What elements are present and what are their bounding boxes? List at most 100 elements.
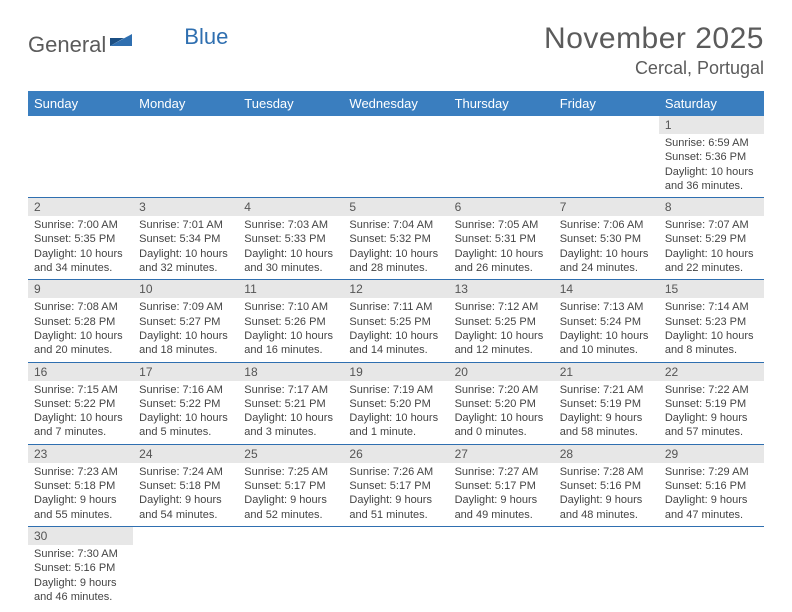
day-number: 22 xyxy=(659,363,764,381)
day-number: 23 xyxy=(28,445,133,463)
day-details: Sunrise: 7:11 AMSunset: 5:25 PMDaylight:… xyxy=(343,298,448,361)
day-number: 13 xyxy=(449,280,554,298)
day-details: Sunrise: 7:20 AMSunset: 5:20 PMDaylight:… xyxy=(449,381,554,444)
day-number: 19 xyxy=(343,363,448,381)
day-details: Sunrise: 7:23 AMSunset: 5:18 PMDaylight:… xyxy=(28,463,133,526)
day-number: 30 xyxy=(28,527,133,545)
day-number: 27 xyxy=(449,445,554,463)
calendar-cell: 25Sunrise: 7:25 AMSunset: 5:17 PMDayligh… xyxy=(238,444,343,526)
day-number: 5 xyxy=(343,198,448,216)
calendar-cell xyxy=(133,116,238,198)
calendar-cell: 14Sunrise: 7:13 AMSunset: 5:24 PMDayligh… xyxy=(554,280,659,362)
day-number: 9 xyxy=(28,280,133,298)
logo-text-1: General xyxy=(28,32,106,58)
calendar-cell: 11Sunrise: 7:10 AMSunset: 5:26 PMDayligh… xyxy=(238,280,343,362)
day-number: 6 xyxy=(449,198,554,216)
calendar-cell: 8Sunrise: 7:07 AMSunset: 5:29 PMDaylight… xyxy=(659,198,764,280)
calendar-cell xyxy=(28,116,133,198)
calendar-cell: 16Sunrise: 7:15 AMSunset: 5:22 PMDayligh… xyxy=(28,362,133,444)
calendar-row: 23Sunrise: 7:23 AMSunset: 5:18 PMDayligh… xyxy=(28,444,764,526)
day-details: Sunrise: 7:03 AMSunset: 5:33 PMDaylight:… xyxy=(238,216,343,279)
title-block: November 2025 Cercal, Portugal xyxy=(544,22,764,79)
weekday-header: Wednesday xyxy=(343,91,448,116)
day-number: 1 xyxy=(659,116,764,134)
day-number: 29 xyxy=(659,445,764,463)
day-details: Sunrise: 6:59 AMSunset: 5:36 PMDaylight:… xyxy=(659,134,764,197)
calendar-cell: 29Sunrise: 7:29 AMSunset: 5:16 PMDayligh… xyxy=(659,444,764,526)
logo: General Blue xyxy=(28,30,228,60)
header: General Blue November 2025 Cercal, Portu… xyxy=(28,22,764,79)
calendar-cell: 3Sunrise: 7:01 AMSunset: 5:34 PMDaylight… xyxy=(133,198,238,280)
day-number: 18 xyxy=(238,363,343,381)
calendar-cell: 21Sunrise: 7:21 AMSunset: 5:19 PMDayligh… xyxy=(554,362,659,444)
day-number: 7 xyxy=(554,198,659,216)
calendar-cell: 1Sunrise: 6:59 AMSunset: 5:36 PMDaylight… xyxy=(659,116,764,198)
day-details: Sunrise: 7:30 AMSunset: 5:16 PMDaylight:… xyxy=(28,545,133,608)
calendar-cell xyxy=(343,526,448,608)
calendar-cell: 5Sunrise: 7:04 AMSunset: 5:32 PMDaylight… xyxy=(343,198,448,280)
weekday-header: Saturday xyxy=(659,91,764,116)
day-details: Sunrise: 7:12 AMSunset: 5:25 PMDaylight:… xyxy=(449,298,554,361)
day-number: 17 xyxy=(133,363,238,381)
calendar-cell xyxy=(238,526,343,608)
day-details: Sunrise: 7:29 AMSunset: 5:16 PMDaylight:… xyxy=(659,463,764,526)
day-number: 12 xyxy=(343,280,448,298)
calendar-cell xyxy=(449,116,554,198)
calendar-row: 1Sunrise: 6:59 AMSunset: 5:36 PMDaylight… xyxy=(28,116,764,198)
day-details: Sunrise: 7:06 AMSunset: 5:30 PMDaylight:… xyxy=(554,216,659,279)
calendar-cell: 2Sunrise: 7:00 AMSunset: 5:35 PMDaylight… xyxy=(28,198,133,280)
day-details: Sunrise: 7:16 AMSunset: 5:22 PMDaylight:… xyxy=(133,381,238,444)
calendar-row: 9Sunrise: 7:08 AMSunset: 5:28 PMDaylight… xyxy=(28,280,764,362)
day-number: 2 xyxy=(28,198,133,216)
day-number: 15 xyxy=(659,280,764,298)
weekday-header: Tuesday xyxy=(238,91,343,116)
day-number: 21 xyxy=(554,363,659,381)
day-details: Sunrise: 7:25 AMSunset: 5:17 PMDaylight:… xyxy=(238,463,343,526)
calendar-cell xyxy=(659,526,764,608)
day-details: Sunrise: 7:19 AMSunset: 5:20 PMDaylight:… xyxy=(343,381,448,444)
calendar-cell: 23Sunrise: 7:23 AMSunset: 5:18 PMDayligh… xyxy=(28,444,133,526)
day-details: Sunrise: 7:07 AMSunset: 5:29 PMDaylight:… xyxy=(659,216,764,279)
flag-icon xyxy=(110,30,136,56)
calendar-cell xyxy=(238,116,343,198)
day-details: Sunrise: 7:14 AMSunset: 5:23 PMDaylight:… xyxy=(659,298,764,361)
day-details: Sunrise: 7:08 AMSunset: 5:28 PMDaylight:… xyxy=(28,298,133,361)
calendar-cell: 28Sunrise: 7:28 AMSunset: 5:16 PMDayligh… xyxy=(554,444,659,526)
day-details: Sunrise: 7:09 AMSunset: 5:27 PMDaylight:… xyxy=(133,298,238,361)
day-number: 4 xyxy=(238,198,343,216)
calendar-row: 16Sunrise: 7:15 AMSunset: 5:22 PMDayligh… xyxy=(28,362,764,444)
day-number: 16 xyxy=(28,363,133,381)
day-number: 3 xyxy=(133,198,238,216)
day-number: 11 xyxy=(238,280,343,298)
calendar-cell: 27Sunrise: 7:27 AMSunset: 5:17 PMDayligh… xyxy=(449,444,554,526)
day-details: Sunrise: 7:22 AMSunset: 5:19 PMDaylight:… xyxy=(659,381,764,444)
calendar-cell: 22Sunrise: 7:22 AMSunset: 5:19 PMDayligh… xyxy=(659,362,764,444)
weekday-header: Monday xyxy=(133,91,238,116)
location: Cercal, Portugal xyxy=(544,58,764,79)
day-details: Sunrise: 7:10 AMSunset: 5:26 PMDaylight:… xyxy=(238,298,343,361)
calendar-table: Sunday Monday Tuesday Wednesday Thursday… xyxy=(28,91,764,608)
day-number: 24 xyxy=(133,445,238,463)
day-number: 10 xyxy=(133,280,238,298)
day-details: Sunrise: 7:13 AMSunset: 5:24 PMDaylight:… xyxy=(554,298,659,361)
calendar-cell: 9Sunrise: 7:08 AMSunset: 5:28 PMDaylight… xyxy=(28,280,133,362)
calendar-cell: 7Sunrise: 7:06 AMSunset: 5:30 PMDaylight… xyxy=(554,198,659,280)
day-details: Sunrise: 7:24 AMSunset: 5:18 PMDaylight:… xyxy=(133,463,238,526)
weekday-header: Sunday xyxy=(28,91,133,116)
weekday-header: Friday xyxy=(554,91,659,116)
calendar-cell: 19Sunrise: 7:19 AMSunset: 5:20 PMDayligh… xyxy=(343,362,448,444)
weekday-header-row: Sunday Monday Tuesday Wednesday Thursday… xyxy=(28,91,764,116)
day-number: 14 xyxy=(554,280,659,298)
day-details: Sunrise: 7:28 AMSunset: 5:16 PMDaylight:… xyxy=(554,463,659,526)
day-details: Sunrise: 7:05 AMSunset: 5:31 PMDaylight:… xyxy=(449,216,554,279)
calendar-cell: 13Sunrise: 7:12 AMSunset: 5:25 PMDayligh… xyxy=(449,280,554,362)
calendar-cell xyxy=(554,526,659,608)
calendar-cell: 12Sunrise: 7:11 AMSunset: 5:25 PMDayligh… xyxy=(343,280,448,362)
day-number: 8 xyxy=(659,198,764,216)
calendar-cell: 26Sunrise: 7:26 AMSunset: 5:17 PMDayligh… xyxy=(343,444,448,526)
calendar-cell: 4Sunrise: 7:03 AMSunset: 5:33 PMDaylight… xyxy=(238,198,343,280)
day-number: 26 xyxy=(343,445,448,463)
calendar-cell: 20Sunrise: 7:20 AMSunset: 5:20 PMDayligh… xyxy=(449,362,554,444)
day-number: 25 xyxy=(238,445,343,463)
day-details: Sunrise: 7:15 AMSunset: 5:22 PMDaylight:… xyxy=(28,381,133,444)
